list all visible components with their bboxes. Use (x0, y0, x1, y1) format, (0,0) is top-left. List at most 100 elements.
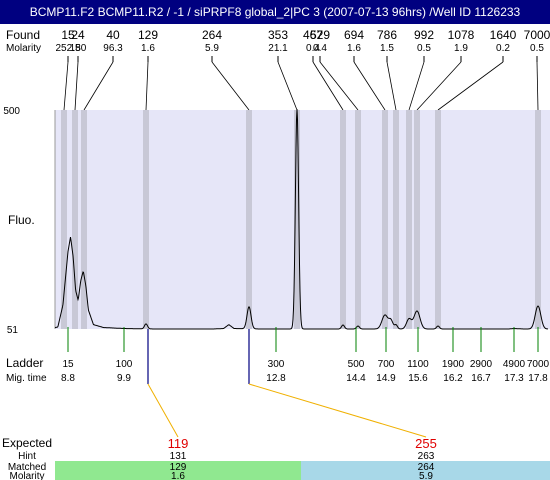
matched-right-bg (301, 461, 550, 471)
found-size-label: 1640 (490, 28, 517, 42)
plot-background (55, 110, 550, 329)
found-connector-line (386, 61, 397, 111)
ladder-size-label: 2900 (470, 359, 493, 370)
found-size-label: 1078 (448, 28, 475, 42)
found-size-label: 129 (138, 28, 158, 42)
plot-area: 500 51 (3, 106, 549, 336)
peak-band (294, 110, 300, 329)
peak-band (535, 110, 541, 329)
found-molarity-label: 180 (70, 43, 87, 54)
found-connector-line (437, 61, 504, 111)
found-connector-line (312, 61, 344, 111)
found-molarity-label: 0.5 (417, 43, 431, 54)
found-molarity-label: 0.2 (496, 43, 510, 54)
found-connector-line (319, 61, 359, 111)
found-molarity-label: 0.4 (313, 43, 327, 54)
found-size-label: 40 (106, 28, 120, 42)
molarity-bottom-row-label: Molarity (9, 471, 44, 480)
found-size-label: 694 (344, 28, 364, 42)
found-row: 15252.5241804096.31291.62645.935321.1467… (55, 28, 550, 111)
ladder-time-label: 16.2 (443, 373, 463, 384)
matched-value: 129 (170, 462, 187, 473)
found-connector-line (536, 61, 539, 111)
matched-value: 264 (418, 462, 435, 473)
ladder-size-label: 4900 (503, 359, 526, 370)
found-molarity-label: 5.9 (205, 43, 219, 54)
found-molarity-label: 21.1 (268, 43, 288, 54)
matched-left-bg (55, 461, 301, 471)
expected-value: 255 (415, 436, 437, 451)
ladder-time-label: 14.9 (376, 373, 396, 384)
found-connector-line (63, 61, 69, 111)
ladder-time-label: 15.6 (408, 373, 428, 384)
found-connector-line (408, 61, 425, 111)
found-connector-line (74, 61, 79, 111)
ladder-time-label: 17.3 (504, 373, 524, 384)
peak-band (414, 110, 420, 329)
found-row-label: Found (6, 28, 40, 42)
found-size-label: 467 (303, 28, 323, 42)
matched-molarity-value: 1.6 (171, 471, 185, 480)
ladder-time-label: 16.7 (471, 373, 491, 384)
ladder-row: 15 8.8 100 9.9 300 12.8 500 14.4 700 14.9 1100 15.6… (61, 327, 550, 384)
found-connector-line (353, 61, 386, 111)
found-size-label: 7000 (524, 28, 550, 42)
peak-band (355, 110, 361, 329)
found-molarity-label: 1.6 (347, 43, 361, 54)
peak-band (435, 110, 441, 329)
peak-band (72, 110, 78, 329)
ladder-row-label: Ladder (6, 356, 43, 370)
matched-molarity-value: 5.9 (419, 471, 433, 480)
ladder-time-label: 9.9 (117, 373, 131, 384)
found-size-label: 992 (414, 28, 434, 42)
found-size-label: 15 (61, 28, 75, 42)
ladder-size-label: 700 (378, 359, 395, 370)
y-tick-label: 51 (7, 325, 19, 336)
peak-bands (55, 110, 550, 329)
found-size-label: 24 (71, 28, 85, 42)
found-connector-line (277, 61, 298, 111)
hint-value: 263 (418, 451, 435, 462)
peak-band (61, 110, 67, 329)
peak-band (81, 110, 87, 329)
expected-value: 119 (168, 436, 189, 451)
found-size-label: 786 (377, 28, 397, 42)
found-connector-line (416, 61, 462, 111)
expected-connector-line (248, 383, 427, 438)
peak-band (382, 110, 388, 329)
found-connector-line (83, 61, 114, 111)
matched-right-bg (301, 471, 550, 480)
peak-band (406, 110, 412, 329)
hint-value: 131 (170, 451, 187, 462)
ladder-size-label: 15 (62, 359, 74, 370)
found-molarity-label: 0.4 (306, 43, 320, 54)
found-connector-line (145, 61, 149, 111)
found-molarity-label: 252.5 (55, 43, 80, 54)
ladder-size-label: 7000 (527, 359, 550, 370)
molarity-row-label: Molarity (6, 43, 41, 54)
peak-band (246, 110, 252, 329)
found-connector-line (211, 61, 250, 111)
found-molarity-label: 1.5 (380, 43, 394, 54)
ladder-size-label: 1900 (442, 359, 465, 370)
matched-row-label: Matched (8, 462, 46, 473)
ladder-time-label: 12.8 (266, 373, 286, 384)
found-molarity-label: 96.3 (103, 43, 123, 54)
ladder-size-label: 500 (348, 359, 365, 370)
peak-band (143, 110, 149, 329)
title-bar: BCMP11.F2 BCMP11.R2 / -1 / siPRPF8 globa… (0, 0, 550, 24)
mig-time-row-label: Mig. time (6, 373, 47, 384)
found-size-label: 529 (310, 28, 330, 42)
matched-left-bg (55, 471, 301, 480)
ladder-time-label: 14.4 (346, 373, 366, 384)
ladder-size-label: 300 (268, 359, 285, 370)
found-molarity-label: 1.9 (454, 43, 468, 54)
found-molarity-label: 0.5 (530, 43, 544, 54)
expected-connector-line (147, 383, 179, 438)
ladder-time-label: 8.8 (61, 373, 75, 384)
ladder-time-label: 17.8 (528, 373, 548, 384)
fluo-axis-label: Fluo. (8, 213, 35, 227)
